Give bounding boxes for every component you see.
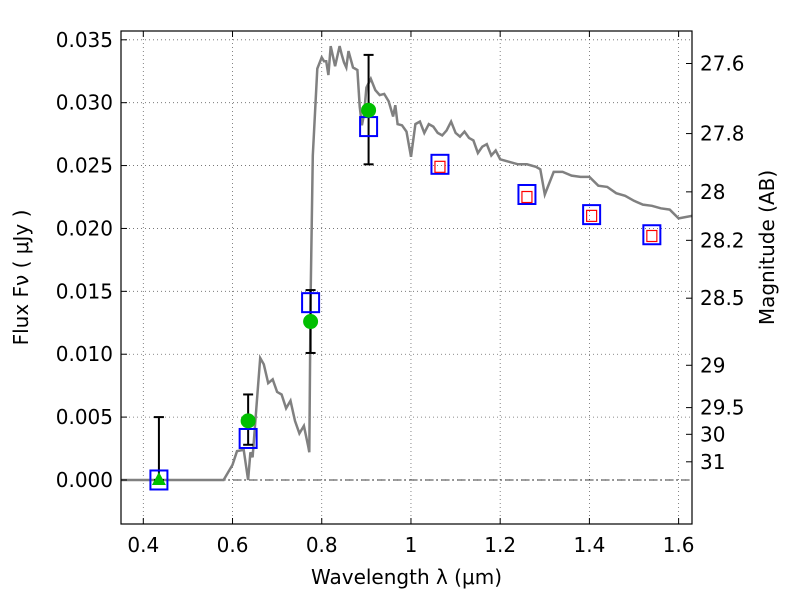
model-photometry-square <box>582 204 602 226</box>
upper-limit-square <box>586 209 598 222</box>
x-tick-label: 1.2 <box>484 533 516 557</box>
x-tick-label: 1 <box>405 533 418 557</box>
nondetection-triangle <box>151 471 166 485</box>
x-tick-label: 1.4 <box>573 533 605 557</box>
y-tick-label: 0.015 <box>56 279 113 303</box>
tick-labels: 0.4 0.6 0.8 1 1.2 1.4 1.6 0.000 0.005 0.010 0.015 0… <box>56 28 745 557</box>
y-axis-label: Flux Fν ( μJy ) <box>9 210 33 346</box>
observed-flux-point <box>303 314 319 330</box>
error-bars <box>153 53 374 481</box>
y-tick-label: 0.010 <box>56 342 113 366</box>
magnitude-tick-label: 29.5 <box>700 396 745 420</box>
model-spectrum-line <box>121 45 692 482</box>
model-photometry-square <box>238 427 258 449</box>
x-tick-label: 0.6 <box>217 533 249 557</box>
magnitude-axis-label: Magnitude (AB) <box>755 170 779 325</box>
y-tick-label: 0.030 <box>56 91 113 115</box>
model-photometry-square <box>149 469 169 491</box>
magnitude-tick-label: 28.5 <box>700 286 745 310</box>
y-tick-label: 0.005 <box>56 405 113 429</box>
y-tick-label: 0.000 <box>56 468 113 492</box>
grid-lines <box>121 31 692 524</box>
upper-limit-square <box>646 229 658 243</box>
x-tick-label: 1.6 <box>663 533 695 557</box>
magnitude-tick-label: 27.6 <box>700 52 745 76</box>
y-tick-label: 0.020 <box>56 216 113 240</box>
magnitude-tick-label: 28.2 <box>700 228 745 252</box>
model-photometry-square <box>301 292 321 314</box>
magnitude-tick-label: 27.8 <box>700 122 745 146</box>
plot-frame <box>120 30 693 525</box>
data-markers <box>149 102 662 491</box>
magnitude-tick-label: 28 <box>700 180 725 204</box>
x-axis-label: Wavelength λ (μm) <box>311 565 502 589</box>
upper-limit-square <box>434 160 446 173</box>
magnitude-tick-label: 31 <box>700 450 725 474</box>
upper-limit-square <box>521 190 533 204</box>
x-tick-label: 0.4 <box>127 533 159 557</box>
observed-flux-point <box>361 102 377 118</box>
x-tick-label: 0.8 <box>306 533 338 557</box>
magnitude-tick-label: 30 <box>700 422 725 446</box>
model-photometry-square <box>517 183 537 205</box>
observed-flux-point <box>240 413 256 429</box>
magnitude-tick-label: 29 <box>700 353 725 377</box>
y-tick-label: 0.025 <box>56 154 113 178</box>
y-tick-label: 0.035 <box>56 28 113 52</box>
model-photometry-square <box>430 153 450 175</box>
axis-ticks <box>121 31 692 524</box>
model-photometry-square <box>642 224 662 246</box>
